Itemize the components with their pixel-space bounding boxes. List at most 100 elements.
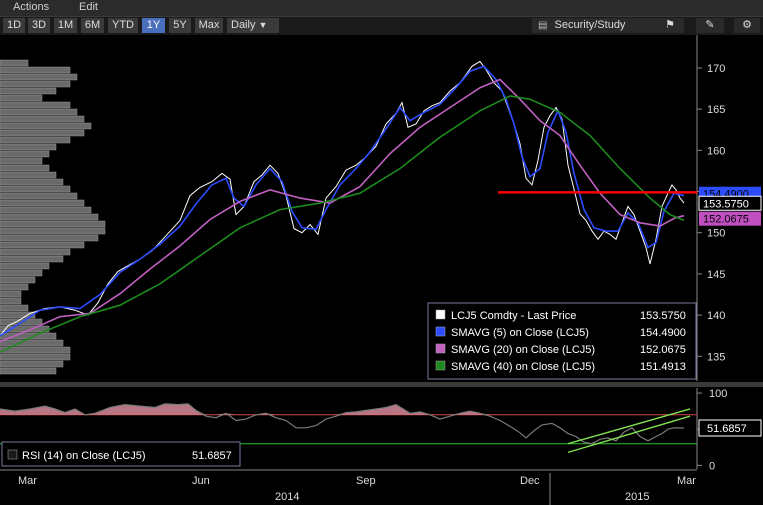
legend-label: RSI (14) on Close (LCJ5) [22,450,146,462]
price-y-tick-label: 140 [707,310,725,322]
triangle-down-icon: ▼ [258,20,268,30]
volume-profile-bar [0,213,99,221]
volume-profile-bar [0,122,92,130]
volume-profile-bar [0,206,92,214]
period-1y-button[interactable]: 1Y [142,18,165,33]
period-5y-button[interactable]: 5Y [169,18,191,33]
volume-profile-bar [0,283,29,291]
flag-button[interactable]: ⚑ [656,18,684,33]
rsi-overbought-area [0,403,684,415]
volume-profile-bar [0,136,71,144]
volume-profile-bar [0,290,22,298]
menu-bar: Actions Edit [0,0,763,16]
volume-profile-bar [0,339,64,347]
flag-icon: ⚑ [665,19,675,31]
security-study-button[interactable]: ▤ Security/Study [532,18,656,33]
volume-profile-bar [0,311,36,319]
legend-swatch [435,343,446,354]
legend-swatch [435,360,446,371]
x-axis-month-label: Jun [192,475,210,487]
price-series-line [0,60,685,337]
volume-profile-bar [0,94,43,102]
legend-label: SMAVG (20) on Close (LCJ5) [451,344,595,356]
frequency-dropdown[interactable]: Daily ▼ [227,18,279,33]
volume-profile-bar [0,164,50,172]
legend-label: SMAVG (5) on Close (LCJ5) [451,327,589,339]
x-axis-month-label: Dec [520,475,540,487]
gear-icon: ⚙ [742,19,752,31]
volume-profile-bar [0,101,71,109]
menu-edit[interactable]: Edit [79,1,98,13]
period-ytd-button[interactable]: YTD [108,18,138,33]
volume-profile-bar [0,87,57,95]
rsi-y-tick-label: 0 [709,460,715,472]
volume-profile-bar [0,185,71,193]
volume-profile-bar [0,150,50,158]
volume-profile-bar [0,297,22,305]
x-axis-background [0,470,763,505]
volume-profile-bar [0,192,78,200]
volume-profile-bar [0,304,29,312]
volume-profile-bar [0,367,57,375]
volume-profile-bar [0,255,64,263]
settings-button[interactable]: ⚙ [734,18,760,33]
x-axis: Mar Jun Sep Dec Mar 2014 2015 [0,469,763,505]
volume-profile-bar [0,346,71,354]
volume-profile-bar [0,73,78,81]
legend-value: 153.5750 [640,310,686,322]
chart-toolbar: 1D 3D 1M 6M YTD 1Y 5Y Max Daily ▼ ▤ Secu… [0,16,763,36]
volume-profile-bar [0,178,64,186]
legend-swatch [435,309,446,320]
price-legend: LCJ5 Comdty - Last Price 153.5750 SMAVG (5… [427,302,697,380]
volume-profile [0,59,106,375]
period-1m-button[interactable]: 1M [54,18,77,33]
volume-profile-bar [0,360,64,368]
price-tag [699,211,761,226]
legend-value: 151.4913 [640,361,686,373]
edit-button[interactable]: ✎ [696,18,724,33]
volume-profile-bar [0,262,50,270]
period-3d-button[interactable]: 3D [28,18,50,33]
period-6m-button[interactable]: 6M [81,18,104,33]
rsi-trendline [567,415,691,454]
volume-profile-bar [0,59,29,67]
x-axis-year-label: 2015 [625,491,649,503]
price-panel[interactable]: 135140145150155160165170154.4900153.5750… [0,35,763,381]
volume-profile-bar [0,80,71,88]
panel-divider[interactable] [0,382,763,387]
legend-value: 154.4900 [640,327,686,339]
price-legend-box [427,302,697,380]
volume-profile-bar [0,248,71,256]
volume-profile-bar [0,241,85,249]
x-axis-month-label: Mar [677,475,696,487]
price-y-tick-label: 145 [707,269,725,281]
legend-swatch [7,449,18,460]
price-y-tick-label: 150 [707,228,725,240]
legend-swatch [435,326,446,337]
volume-profile-bar [0,227,106,235]
chart-area[interactable]: 135140145150155160165170154.4900153.5750… [0,35,763,505]
legend-value: 152.0675 [640,344,686,356]
volume-profile-bar [0,269,43,277]
period-max-button[interactable]: Max [195,18,223,33]
price-y-tick-label: 170 [707,63,725,75]
price-series-line [0,65,685,337]
edit-icon: ✎ [705,19,715,31]
menu-actions[interactable]: Actions [13,1,50,13]
price-tag-label: 153.5750 [703,198,749,210]
price-y-tick-label: 135 [707,351,725,363]
price-series-line [0,95,685,353]
x-axis-month-label: Sep [356,475,376,487]
volume-profile-bar [0,353,71,361]
security-study-icon: ▤ [538,20,548,31]
rsi-series-line [0,403,685,445]
rsi-price-tag-label: 51.6857 [707,423,747,435]
rsi-price-tag [698,419,762,437]
volume-profile-bar [0,199,85,207]
price-tag-label: 152.0675 [703,214,749,226]
rsi-panel[interactable]: 050100RSI (14) on Close (LCJ5)51.685751.… [0,388,762,472]
x-axis-year-label: 2014 [275,491,299,503]
security-study-label: Security/Study [554,19,626,31]
volume-profile-bar [0,276,36,284]
period-1d-button[interactable]: 1D [3,18,25,33]
